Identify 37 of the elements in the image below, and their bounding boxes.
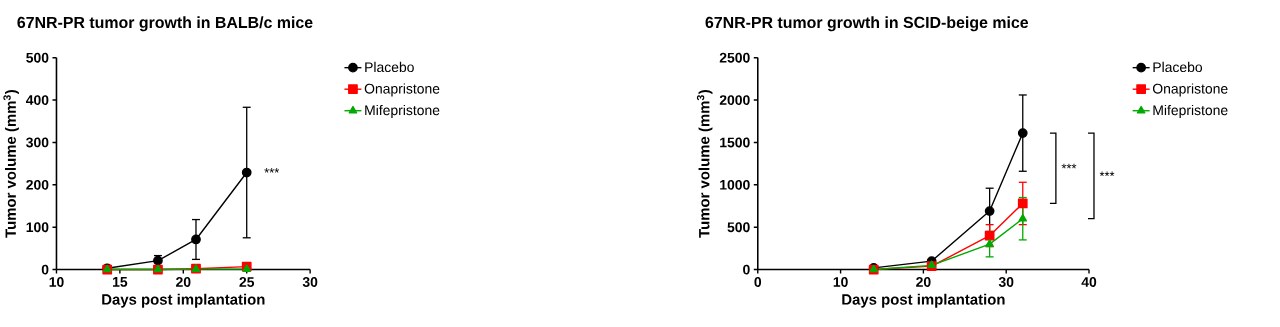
legend-label: Onapristone [1152,83,1228,97]
y-tick-label: 200 [26,179,49,190]
x-tick-label: 20 [916,276,931,287]
x-tick-label: 20 [176,276,191,287]
y-tick-label: 400 [25,95,49,105]
y-tick-label: 300 [26,137,49,148]
y-axis-title: Tumor volume (mm$^{3}$) [696,89,713,238]
x-tick-label: 30 [998,276,1014,287]
y-tick-label: 2500 [719,52,750,63]
legend-label: Onapristone [364,83,440,97]
x-tick-label: 10 [833,276,848,287]
x-tick-label: 25 [239,276,255,287]
legend-label: Mifepristone [365,104,440,118]
y-tick-label: 0 [41,264,49,275]
legend-label: Placebo [365,61,414,72]
x-tick-label: 30 [302,276,318,287]
chart-title: 67NR-PR tumor growth in BALB/c mice [17,16,313,32]
y-tick-label: 500 [26,52,49,63]
y-axis-title: Tumor volume (mm$^{3}$) [3,89,19,238]
annotation: *** [1061,163,1077,169]
x-tick-label: 10 [49,276,64,287]
x-axis-title: Days post implantation [102,293,265,308]
x-tick-label: 15 [113,276,128,287]
text: *** [1099,171,1115,176]
y-tick-label: 500 [727,222,750,232]
x-axis-title: Days post implantation [842,293,1005,308]
x-tick-label: 40 [1081,276,1097,287]
y-tick-label: 1000 [720,179,750,190]
y-tick-label: 2000 [719,95,750,105]
x-tick-label: 0 [754,276,762,287]
chart-title: 67NR-PR tumor growth in SCID-beige mice [705,16,1029,32]
annotation: *** [264,167,280,173]
y-tick-label: 0 [743,264,750,275]
y-tick-label: 100 [26,222,49,232]
legend-label: Mifepristone [1153,104,1228,118]
y-tick-label: 1500 [720,137,750,148]
legend-label: Placebo [1153,61,1203,72]
